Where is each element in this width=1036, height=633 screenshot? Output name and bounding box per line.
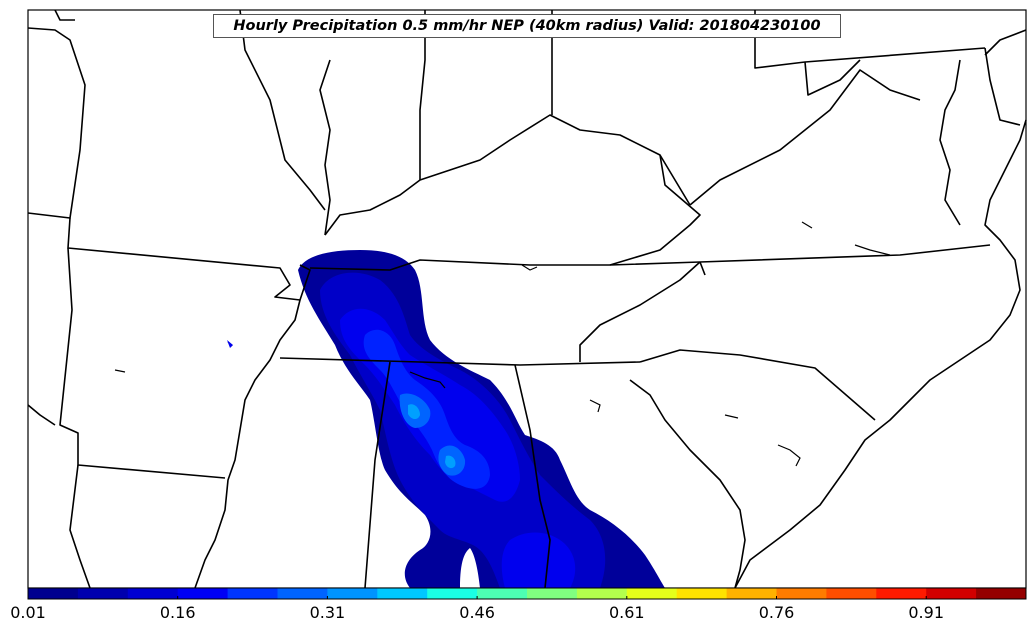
precipitation-field: [298, 250, 665, 588]
colorbar-segment: [726, 588, 777, 599]
colorbar-segment: [427, 588, 478, 599]
colorbar-segment: [876, 588, 927, 599]
colorbar-segment: [127, 588, 179, 599]
colorbar: [27, 588, 1027, 599]
colorbar-segment: [776, 588, 827, 599]
colorbar-segment: [377, 588, 428, 599]
colorbar-frame: [27, 587, 1027, 600]
lakes: [114, 221, 891, 467]
colorbar-segment: [527, 588, 578, 599]
colorbar-segment: [926, 588, 977, 599]
precip-level-6: [408, 404, 420, 420]
map-title: Hourly Precipitation 0.5 mm/hr NEP (40km…: [213, 14, 841, 38]
colorbar-segment: [676, 588, 728, 599]
precip-level-3b: [501, 532, 576, 588]
colorbar-tick-label: 0.76: [758, 603, 795, 622]
colorbar-tick-label: 0.01: [10, 603, 46, 622]
state-boundaries: [27, 9, 1027, 589]
colorbar-segment: [626, 588, 678, 599]
colorbar-tick-label: 0.61: [608, 603, 645, 622]
colorbar-segment: [77, 588, 129, 599]
precip-level-6b: [445, 455, 456, 469]
colorbar-segment: [28, 588, 79, 599]
colorbar-segment: [327, 588, 378, 599]
colorbar-segment: [277, 588, 328, 599]
colorbar-tick-label: 0.46: [459, 603, 495, 622]
colorbar-segment: [826, 588, 877, 599]
colorbar-segment: [477, 588, 528, 599]
reservoir-blue-spot: [227, 340, 233, 348]
colorbar-segment: [976, 588, 1027, 599]
colorbar-tick-label: 0.91: [908, 603, 944, 622]
colorbar-segment: [177, 588, 229, 599]
colorbar-segment: [227, 588, 278, 599]
colorbar-segment: [576, 588, 628, 599]
colorbar-tick-label: 0.31: [309, 603, 346, 622]
colorbar-tick-label: 0.16: [159, 603, 196, 622]
